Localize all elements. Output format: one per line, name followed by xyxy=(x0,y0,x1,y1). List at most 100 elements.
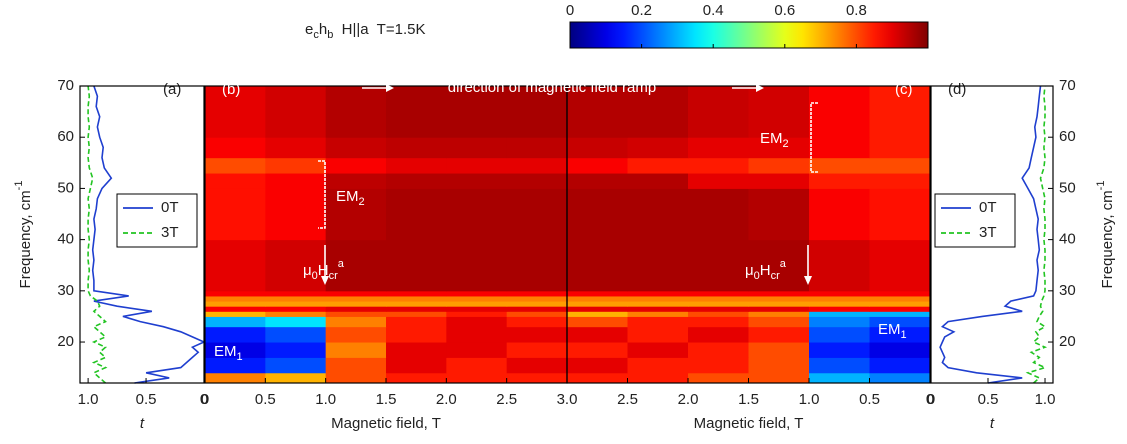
x-axis-label: Magnetic field, T xyxy=(694,415,804,432)
y-tick-label: 20 xyxy=(57,333,74,350)
heat-cell xyxy=(386,295,447,302)
heat-cell xyxy=(688,342,749,358)
heat-cell xyxy=(506,157,568,174)
colorbar-tick-label: 0.8 xyxy=(846,2,867,19)
y-axis-label: Frequency, cm-1 xyxy=(1095,181,1116,289)
panel-label: (d) xyxy=(948,81,966,98)
heat-cell xyxy=(325,137,387,159)
text-part: μ xyxy=(745,262,754,279)
text-part: e xyxy=(305,21,313,38)
heat-cell xyxy=(748,316,810,328)
heat-cell xyxy=(205,342,266,358)
heat-cell xyxy=(205,357,266,374)
heat-cell xyxy=(627,295,689,302)
heat-cell xyxy=(748,357,810,374)
text-part: H xyxy=(760,262,771,279)
heat-cell xyxy=(627,326,689,343)
heat-cell xyxy=(809,188,870,241)
heat-cell xyxy=(688,290,749,297)
heat-cell xyxy=(506,326,568,343)
heat-cell xyxy=(688,157,749,174)
heat-cell xyxy=(627,239,689,292)
heat-cell xyxy=(205,239,266,292)
heat-cell xyxy=(446,357,508,374)
heat-cell xyxy=(205,173,266,189)
heat-cell xyxy=(205,86,266,138)
heat-cell xyxy=(325,188,387,241)
heat-cell xyxy=(265,372,327,384)
heat-cell xyxy=(205,290,266,297)
legend-label: 0T xyxy=(161,199,179,216)
heat-cell xyxy=(265,301,327,307)
text-part: EM xyxy=(878,321,901,338)
heat-cell xyxy=(809,326,870,343)
annotation: EM2 xyxy=(336,188,365,208)
heat-cell xyxy=(627,173,689,189)
heat-cell xyxy=(386,188,447,241)
text-part: 2 xyxy=(359,196,365,208)
text-part: 1 xyxy=(237,351,243,363)
heat-cell xyxy=(869,290,931,297)
line-series xyxy=(939,85,1042,384)
heat-cell xyxy=(627,157,689,174)
panel-label: (a) xyxy=(163,81,181,98)
line-series xyxy=(91,85,206,384)
heat-cell xyxy=(869,306,931,312)
heat-cell xyxy=(869,137,931,159)
heat-cell xyxy=(205,188,266,241)
heat-cell xyxy=(386,290,447,297)
x-tick-label: 0 xyxy=(200,391,208,408)
legend-box xyxy=(934,193,1016,248)
heat-cell xyxy=(869,311,931,317)
heat-cell xyxy=(809,301,870,307)
x-tick-label: 1.0 xyxy=(799,391,820,408)
text-part: a xyxy=(780,258,787,270)
text-part: cr xyxy=(329,270,339,282)
y-tick-label: 30 xyxy=(57,282,74,299)
legend-label: 3T xyxy=(161,224,179,241)
text-part: Frequency, cm xyxy=(17,190,34,288)
text-part: 0 xyxy=(754,270,760,282)
annotation: μ0Hcra xyxy=(745,258,787,282)
x-tick-label: 2.0 xyxy=(678,391,699,408)
line-series xyxy=(87,85,108,384)
legend-box xyxy=(116,193,198,248)
text-part: -1 xyxy=(13,181,25,191)
heat-cell xyxy=(688,137,749,159)
heat-cell xyxy=(688,188,749,241)
heat-cell xyxy=(567,173,628,189)
heat-cell xyxy=(627,357,689,374)
y-tick-label: 40 xyxy=(57,231,74,248)
colorbar-tick-label: 0.6 xyxy=(774,2,795,19)
heat-cell xyxy=(627,137,689,159)
text-part: EM xyxy=(760,130,783,147)
heat-cell xyxy=(627,342,689,358)
heat-cell xyxy=(567,357,628,374)
heat-cell xyxy=(325,173,387,189)
heat-cell xyxy=(325,290,387,297)
heat-cell xyxy=(265,173,327,189)
heat-cell xyxy=(506,301,568,307)
panel-label: (b) xyxy=(222,81,240,98)
y-tick-label: 70 xyxy=(1059,77,1076,94)
panel-frame xyxy=(566,85,931,384)
heat-cell xyxy=(506,306,568,312)
text-part: EM xyxy=(336,188,359,205)
heat-cell xyxy=(809,357,870,374)
heat-cell xyxy=(869,301,931,307)
y-tick-label: 20 xyxy=(1059,333,1076,350)
heat-cell xyxy=(446,342,508,358)
heat-cell xyxy=(627,86,689,138)
heat-cell xyxy=(567,301,628,307)
heat-cell xyxy=(688,239,749,292)
heat-cell xyxy=(205,295,266,302)
heat-cell xyxy=(325,239,387,292)
heat-cell xyxy=(809,372,870,384)
heat-cell xyxy=(869,157,931,174)
chart-title: echb H||a T=1.5K xyxy=(305,21,425,41)
x-tick-label: 0 xyxy=(927,391,935,408)
heat-cell xyxy=(688,301,749,307)
heat-cell xyxy=(205,306,266,312)
text-part: 0 xyxy=(312,270,318,282)
